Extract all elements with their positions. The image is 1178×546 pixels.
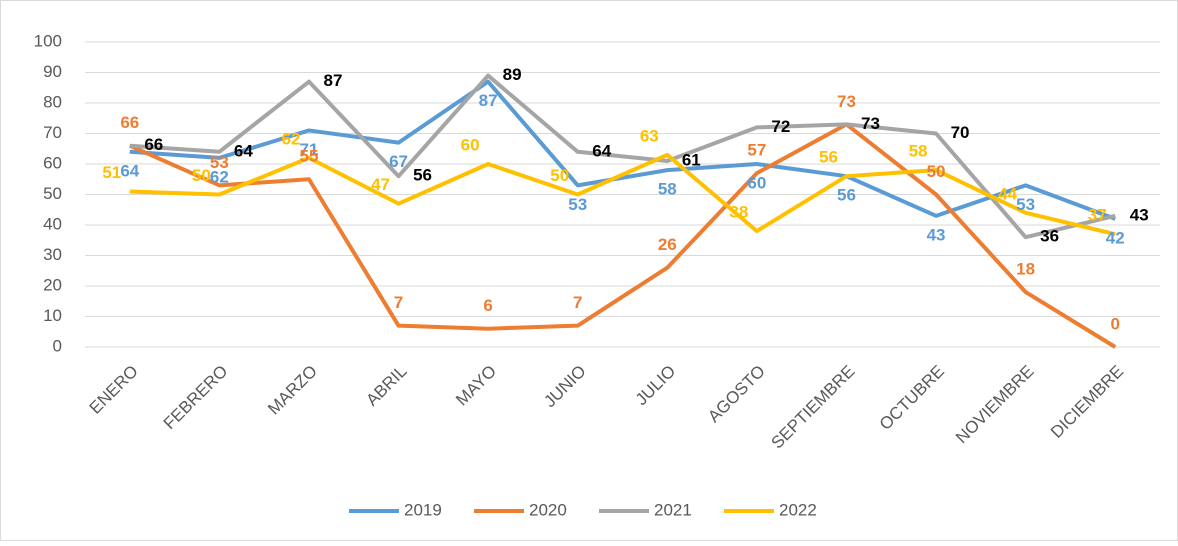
- data-label: 56: [837, 186, 856, 205]
- data-label: 53: [568, 195, 587, 214]
- data-label: 57: [747, 141, 766, 160]
- data-label: 37: [1088, 206, 1107, 225]
- data-label: 7: [573, 293, 582, 312]
- data-label: 56: [413, 166, 432, 185]
- data-label: 18: [1016, 260, 1035, 279]
- series-line: [129, 152, 1116, 237]
- y-tick-label: 30: [43, 245, 62, 264]
- data-label: 0: [1110, 314, 1119, 333]
- data-label: 47: [371, 175, 390, 194]
- data-label: 43: [927, 225, 946, 244]
- legend-label: 2019: [404, 500, 442, 519]
- data-label: 60: [461, 135, 480, 154]
- series-line: [128, 122, 1117, 349]
- data-label: 50: [192, 166, 211, 185]
- data-label: 6: [483, 296, 492, 315]
- y-tick-label: 80: [43, 92, 62, 111]
- data-label: 56: [819, 148, 838, 167]
- data-label: 62: [210, 167, 229, 186]
- data-label: 67: [389, 152, 408, 171]
- data-label: 64: [592, 141, 611, 160]
- data-label: 26: [658, 235, 677, 254]
- y-tick-label: 70: [43, 123, 62, 142]
- legend-label: 2022: [779, 500, 817, 519]
- data-label: 66: [120, 113, 139, 132]
- data-label: 66: [144, 135, 163, 154]
- legend-label: 2020: [529, 500, 567, 519]
- series-line: [129, 73, 1116, 240]
- y-tick-label: 0: [53, 336, 62, 355]
- data-label: 36: [1040, 227, 1059, 246]
- data-label: 51: [102, 163, 121, 182]
- y-tick-label: 50: [43, 184, 62, 203]
- data-label: 73: [837, 92, 856, 111]
- y-tick-label: 90: [43, 62, 62, 81]
- data-label: 64: [234, 141, 253, 160]
- data-label: 61: [682, 150, 701, 169]
- data-label: 50: [550, 166, 569, 185]
- data-label: 42: [1106, 228, 1125, 247]
- data-label: 72: [771, 117, 790, 136]
- y-tick-label: 10: [43, 306, 62, 325]
- data-label: 87: [323, 71, 342, 90]
- data-label: 58: [909, 142, 928, 161]
- data-label: 50: [927, 162, 946, 181]
- data-label: 53: [1016, 195, 1035, 214]
- data-label: 87: [479, 91, 498, 110]
- data-label: 7: [394, 293, 403, 312]
- data-label: 62: [281, 129, 300, 148]
- y-tick-label: 40: [43, 214, 62, 233]
- data-label: 70: [951, 123, 970, 142]
- data-label: 55: [299, 147, 318, 166]
- y-tick-label: 60: [43, 153, 62, 172]
- data-label: 58: [658, 180, 677, 199]
- data-label: 73: [861, 114, 880, 133]
- data-label: 53: [210, 153, 229, 172]
- data-label: 63: [640, 126, 659, 145]
- data-label: 89: [503, 65, 522, 84]
- data-label: 38: [729, 203, 748, 222]
- data-label: 64: [120, 161, 139, 180]
- data-label: 43: [1130, 205, 1149, 224]
- y-tick-label: 100: [34, 31, 62, 50]
- y-tick-label: 20: [43, 275, 62, 294]
- legend-label: 2021: [654, 500, 692, 519]
- data-label: 60: [747, 173, 766, 192]
- data-label: 71: [299, 140, 318, 159]
- data-label: 44: [998, 184, 1017, 203]
